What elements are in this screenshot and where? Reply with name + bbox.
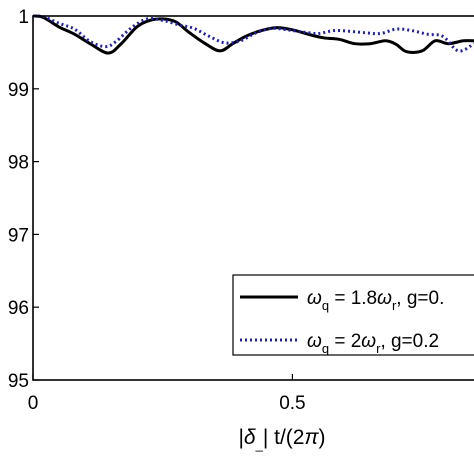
y-tick-label: 99 xyxy=(8,80,29,101)
x-tick-label: 0.5 xyxy=(279,393,305,414)
ticks xyxy=(32,15,294,381)
x-tick-label: 0 xyxy=(28,393,39,414)
tick-labels: 1 99 98 97 96 950 0.5 xyxy=(8,7,306,414)
legend-label-series-2: ωq = 2ωr, g=0.2 xyxy=(307,331,439,356)
legend-box xyxy=(232,274,474,356)
y-tick-label: 1 xyxy=(18,7,29,28)
y-tick-label: 96 xyxy=(8,298,29,319)
series-line-1 xyxy=(32,14,474,55)
legend-label-series-1: ωq = 1.8ωr, g=0. xyxy=(307,288,444,313)
x-axis-label: |δ_| t/(2π) xyxy=(238,426,325,452)
y-tick-label: 95 xyxy=(8,371,29,392)
y-tick-label: 97 xyxy=(8,225,29,246)
plot-lines xyxy=(32,14,474,55)
plot-frame xyxy=(32,15,474,381)
y-tick-label: 98 xyxy=(8,153,29,174)
legend: ωq = 1.8ωr, g=0. ωq = 2ωr, g=0.2 xyxy=(232,274,474,356)
